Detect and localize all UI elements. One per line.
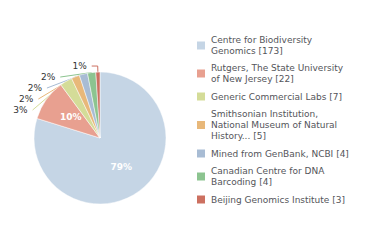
svg-text:Centre for Biodiversity: Centre for Biodiversity <box>211 35 313 45</box>
svg-text:3%: 3% <box>13 105 28 115</box>
svg-text:2%: 2% <box>19 94 34 104</box>
svg-text:10%: 10% <box>60 112 82 122</box>
svg-text:National Museum of Natural: National Museum of Natural <box>211 120 337 130</box>
svg-text:Mined from GenBank, NCBI [4]: Mined from GenBank, NCBI [4] <box>211 149 349 159</box>
svg-text:Barcoding [4]: Barcoding [4] <box>211 177 272 187</box>
svg-text:Generic Commercial Labs [7]: Generic Commercial Labs [7] <box>211 92 342 102</box>
svg-text:Beijing Genomics Institute [3]: Beijing Genomics Institute [3] <box>211 195 345 205</box>
svg-text:History... [5]: History... [5] <box>211 131 266 141</box>
svg-text:Rutgers, The State University: Rutgers, The State University <box>211 63 344 73</box>
svg-text:Smithsonian Institution,: Smithsonian Institution, <box>211 109 318 119</box>
svg-text:of New Jersey [22]: of New Jersey [22] <box>211 74 294 84</box>
svg-text:79%: 79% <box>111 162 133 172</box>
svg-text:2%: 2% <box>28 83 43 93</box>
svg-text:Genomics [173]: Genomics [173] <box>211 46 283 56</box>
svg-text:Canadian Centre for DNA: Canadian Centre for DNA <box>211 166 325 176</box>
svg-text:1%: 1% <box>72 61 87 71</box>
svg-text:2%: 2% <box>41 72 56 82</box>
